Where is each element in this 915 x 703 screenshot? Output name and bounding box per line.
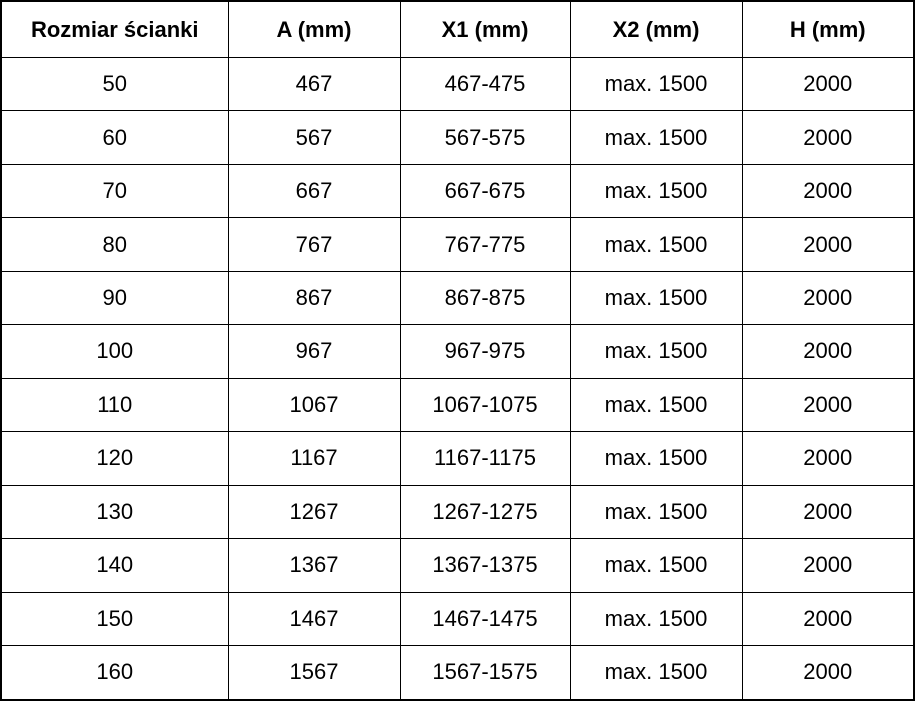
table-row: 80 767 767-775 max. 1500 2000	[0, 217, 915, 272]
table-cell: 120	[0, 431, 229, 486]
table-row: 60 567 567-575 max. 1500 2000	[0, 110, 915, 165]
table-cell: 130	[0, 484, 229, 540]
table-cell: 1167-1175	[399, 431, 571, 486]
table-cell: 2000	[741, 431, 915, 486]
table-cell: 2000	[741, 56, 915, 112]
table-row: 110 1067 1067-1075 max. 1500 2000	[0, 377, 915, 433]
table-row: 160 1567 1567-1575 max. 1500 2000	[0, 644, 915, 701]
table-cell: max. 1500	[569, 56, 743, 112]
table-cell: 2000	[741, 538, 915, 593]
table-cell: 467-475	[399, 56, 571, 112]
table-cell: 1267	[227, 484, 401, 540]
table-row: 150 1467 1467-1475 max. 1500 2000	[0, 591, 915, 646]
table-cell: 1067-1075	[399, 377, 571, 433]
table-row: 140 1367 1367-1375 max. 1500 2000	[0, 538, 915, 593]
table-cell: 1467-1475	[399, 591, 571, 646]
table-cell: max. 1500	[569, 538, 743, 593]
table-cell: 567	[227, 110, 401, 165]
table-cell: 140	[0, 538, 229, 593]
table-cell: 100	[0, 324, 229, 379]
table-row: 70 667 667-675 max. 1500 2000	[0, 163, 915, 219]
table-cell: 867	[227, 270, 401, 326]
table-cell: 767-775	[399, 217, 571, 272]
table-cell: 2000	[741, 377, 915, 433]
table-cell: 1567-1575	[399, 644, 571, 701]
table-cell: 80	[0, 217, 229, 272]
table-cell: 60	[0, 110, 229, 165]
table-cell: max. 1500	[569, 217, 743, 272]
table-row: 50 467 467-475 max. 1500 2000	[0, 56, 915, 112]
header-rozmiar-scianki: Rozmiar ścianki	[0, 0, 229, 58]
table-cell: 767	[227, 217, 401, 272]
table-cell: 90	[0, 270, 229, 326]
table-cell: 567-575	[399, 110, 571, 165]
header-x2-mm: X2 (mm)	[569, 0, 743, 58]
table-cell: 1167	[227, 431, 401, 486]
table-body: 50 467 467-475 max. 1500 2000 60 567 567-575 max…	[0, 56, 915, 701]
table-cell: max. 1500	[569, 644, 743, 701]
table-header-row: Rozmiar ścianki A (mm) X1 (mm) X2 (mm) H…	[0, 0, 915, 58]
table-cell: 2000	[741, 270, 915, 326]
table-cell: 50	[0, 56, 229, 112]
table-cell: 160	[0, 644, 229, 701]
table-row: 100 967 967-975 max. 1500 2000	[0, 324, 915, 379]
table-cell: 150	[0, 591, 229, 646]
table-cell: max. 1500	[569, 110, 743, 165]
header-a-mm: A (mm)	[227, 0, 401, 58]
table-cell: 967-975	[399, 324, 571, 379]
table-cell: 1467	[227, 591, 401, 646]
table-cell: 667	[227, 163, 401, 219]
table-cell: 2000	[741, 324, 915, 379]
table-cell: 1067	[227, 377, 401, 433]
table-cell: 70	[0, 163, 229, 219]
table-cell: 2000	[741, 484, 915, 540]
table-cell: max. 1500	[569, 270, 743, 326]
table-cell: max. 1500	[569, 591, 743, 646]
header-h-mm: H (mm)	[741, 0, 915, 58]
table-cell: 467	[227, 56, 401, 112]
header-x1-mm: X1 (mm)	[399, 0, 571, 58]
table-cell: 1567	[227, 644, 401, 701]
table-cell: 2000	[741, 217, 915, 272]
table-cell: 867-875	[399, 270, 571, 326]
table-row: 130 1267 1267-1275 max. 1500 2000	[0, 484, 915, 540]
table-cell: 2000	[741, 110, 915, 165]
table-cell: 110	[0, 377, 229, 433]
table-cell: 967	[227, 324, 401, 379]
table-row: 120 1167 1167-1175 max. 1500 2000	[0, 431, 915, 486]
table-cell: max. 1500	[569, 431, 743, 486]
table-cell: max. 1500	[569, 163, 743, 219]
table-cell: max. 1500	[569, 484, 743, 540]
table-cell: 2000	[741, 591, 915, 646]
table-cell: 2000	[741, 644, 915, 701]
table-cell: 1267-1275	[399, 484, 571, 540]
table-cell: 667-675	[399, 163, 571, 219]
table-cell: max. 1500	[569, 377, 743, 433]
table-cell: 1367	[227, 538, 401, 593]
table-cell: 1367-1375	[399, 538, 571, 593]
table-row: 90 867 867-875 max. 1500 2000	[0, 270, 915, 326]
table-cell: 2000	[741, 163, 915, 219]
table-cell: max. 1500	[569, 324, 743, 379]
